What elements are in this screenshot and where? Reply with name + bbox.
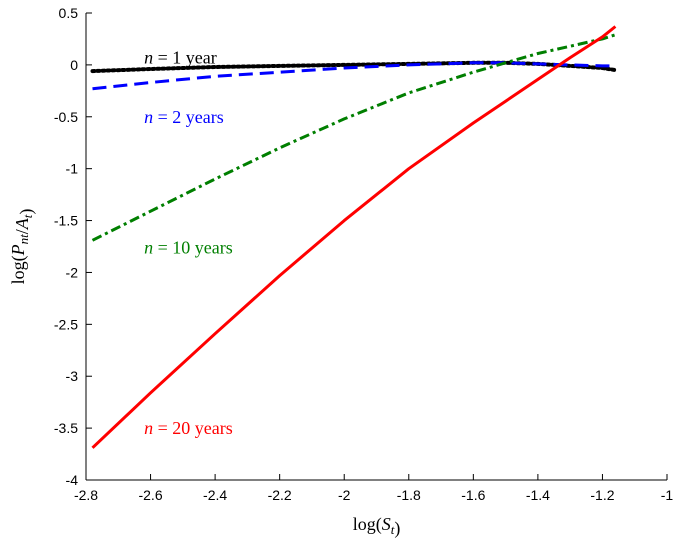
- axes-layer: [85, 13, 667, 481]
- x-tick-label: -1.6: [461, 487, 485, 503]
- y-tick-label: 0.5: [59, 5, 79, 21]
- x-tick-label: -2: [338, 487, 351, 503]
- x-tick-label: -1.2: [590, 487, 614, 503]
- x-tick-label: -1: [661, 487, 674, 503]
- series-label-1: n = 1 year: [144, 48, 217, 68]
- y-tick-label: -3: [66, 368, 79, 384]
- y-tick-label: -4: [66, 472, 79, 488]
- x-tick-label: -1.8: [397, 487, 421, 503]
- series-line-4: [91, 25, 617, 449]
- y-tick-label: -2: [66, 264, 79, 280]
- series-line-3: [91, 33, 616, 242]
- y-axis-label: log(Pnt/At): [8, 209, 37, 285]
- series-label-4: n = 20 years: [144, 418, 233, 438]
- x-tick-label: -2.4: [203, 487, 227, 503]
- y-tick-label: -3.5: [54, 420, 78, 436]
- x-axis-label: log(St): [353, 514, 401, 539]
- series-label-3: n = 10 years: [144, 238, 233, 258]
- series-line-2: [92, 61, 616, 91]
- x-tick-label: -2.2: [268, 487, 292, 503]
- annotation-layer: n = 1 year n = 2 years n = 10 years n = 20 …: [144, 48, 233, 438]
- y-tick-label: -0.5: [54, 109, 78, 125]
- y-tick-label: -2.5: [54, 316, 78, 332]
- y-tick-label: 0: [70, 57, 78, 73]
- ticks-layer: -2.8 -2.6 -2.4 -2.2 -2 -1.8 -1.6 -1.4 -1.2 -1 0.5 0…: [54, 5, 674, 503]
- series-layer: [90, 25, 618, 449]
- x-tick-label: -1.4: [526, 487, 550, 503]
- y-tick-label: -1.5: [54, 213, 78, 229]
- series-label-2: n = 2 years: [144, 107, 224, 127]
- x-tick-label: -2.8: [74, 487, 98, 503]
- x-tick-label: -2.6: [138, 487, 162, 503]
- y-tick-label: -1: [66, 161, 79, 177]
